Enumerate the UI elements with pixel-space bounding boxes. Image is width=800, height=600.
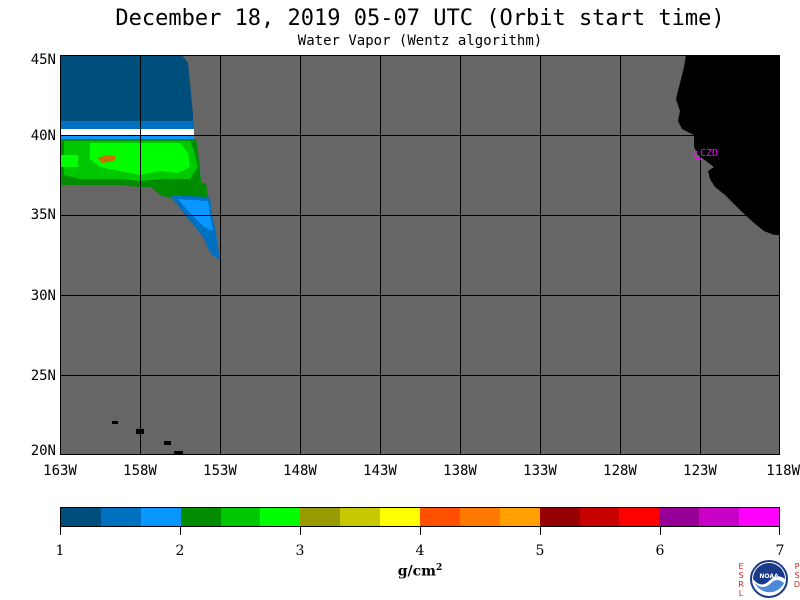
colorbar-swatch: [300, 508, 341, 526]
map-subtitle: Water Vapor (Wentz algorithm): [297, 33, 543, 49]
map-canvas: CZD: [60, 55, 780, 455]
lat-label: 45N: [30, 52, 56, 68]
units-label: g/cm2: [397, 563, 443, 580]
lat-label: 30N: [30, 288, 56, 304]
station-label: CZD: [700, 148, 718, 159]
lon-label: 123W: [683, 463, 717, 479]
colorbar-tick: [540, 527, 541, 535]
lat-label: 25N: [30, 368, 56, 384]
colorbar-tick-label: 6: [655, 543, 665, 559]
colorbar-tick-label: 3: [295, 543, 305, 559]
colorbar-tick-label: 1: [55, 543, 65, 559]
lon-label: 153W: [203, 463, 237, 479]
colorbar-tick: [420, 527, 421, 535]
colorbar-tick-label: 7: [775, 543, 785, 559]
lat-label: 20N: [30, 443, 56, 459]
lon-label: 133W: [523, 463, 557, 479]
land-west-coast: [676, 55, 780, 235]
lon-label: 158W: [123, 463, 157, 479]
lon-label: 163W: [43, 463, 77, 479]
colorbar-swatch: [659, 508, 700, 526]
colorbar-swatch: [140, 508, 181, 526]
colorbar-swatch: [180, 508, 221, 526]
colorbar-swatch: [619, 508, 660, 526]
water-vapor-map: CZD: [60, 55, 780, 455]
data-swath: [60, 55, 220, 260]
colorbar-swatch: [539, 508, 580, 526]
svg-text:NOAA: NOAA: [759, 573, 779, 580]
lon-label: 138W: [443, 463, 477, 479]
colorbar-swatch: [420, 508, 460, 526]
colorbar-tick: [300, 527, 301, 535]
noaa-emblem-icon: NOAA: [750, 560, 788, 598]
colorbar-swatch: [340, 508, 381, 526]
colorbar: [60, 507, 780, 527]
colorbar-tick-label: 2: [175, 543, 185, 559]
colorbar-swatch: [100, 508, 141, 526]
colorbar-swatch: [579, 508, 620, 526]
lon-label: 148W: [283, 463, 317, 479]
colorbar-tick: [180, 527, 181, 535]
lat-label: 40N: [30, 128, 56, 144]
colorbar-swatch: [61, 508, 101, 526]
lat-lon-grid: [60, 55, 780, 455]
colorbar-tick-label: 5: [535, 543, 545, 559]
colorbar-tick: [660, 527, 661, 535]
colorbar-swatch: [699, 508, 740, 526]
colorbar-swatch: [260, 508, 301, 526]
colorbar-tick: [60, 527, 61, 535]
lon-label: 118W: [766, 463, 800, 479]
station-marker-czd: CZD: [694, 148, 718, 160]
colorbar-swatch: [739, 508, 780, 526]
colorbar-swatch: [220, 508, 261, 526]
colorbar-tick-label: 4: [415, 543, 425, 559]
hawaiian-islands: [112, 421, 183, 455]
lon-label: 128W: [603, 463, 637, 479]
map-title: December 18, 2019 05-07 UTC (Orbit start…: [115, 6, 725, 31]
colorbar-swatch: [499, 508, 540, 526]
lon-label: 143W: [363, 463, 397, 479]
colorbar-swatch: [459, 508, 500, 526]
lat-label: 35N: [30, 207, 56, 223]
colorbar-tick: [779, 527, 780, 535]
colorbar-swatch: [380, 508, 421, 526]
